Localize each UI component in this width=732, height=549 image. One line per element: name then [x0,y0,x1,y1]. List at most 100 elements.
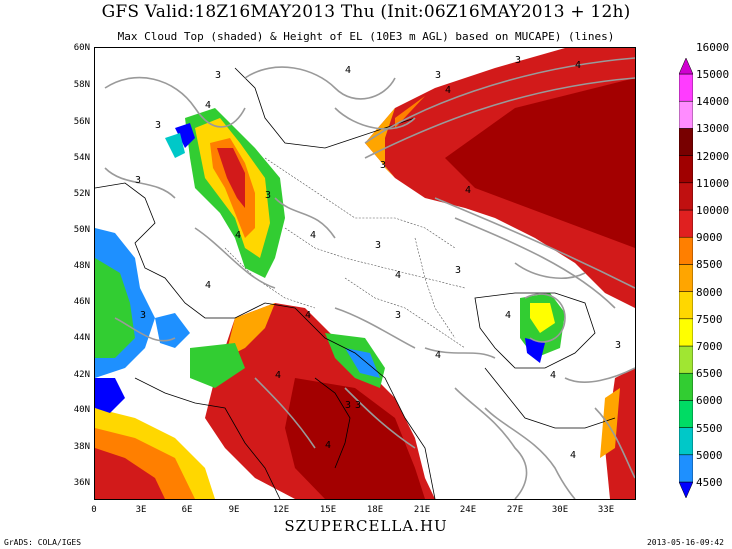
lat-label: 54N [73,153,90,163]
svg-text:3: 3 [155,120,161,131]
svg-text:3: 3 [265,190,271,201]
lon-label: 15E [319,505,337,515]
colorbar-segment [679,481,693,498]
lat-label: 44N [73,333,90,343]
svg-text:4: 4 [550,370,556,381]
lat-label: 60N [73,43,90,53]
cloud-top-core-northeast [445,78,635,248]
timestamp: 2013-05-16-09:42 [646,538,724,547]
colorbar [679,58,693,498]
svg-text:3: 3 [615,340,621,351]
svg-text:4: 4 [205,100,211,111]
colorbar-segment [679,128,693,156]
lat-label: 40N [73,405,90,415]
svg-text:4: 4 [575,60,581,71]
colorbar-segment [679,318,693,347]
lon-label: 33E [597,505,615,515]
el-labels: 343 4 34 3 43 434 343 4 34 43 4 343 443 434 [135,55,621,461]
colorbar-label: 5000 [696,448,723,462]
colorbar-label: 7500 [696,312,723,326]
svg-text:4: 4 [465,185,471,196]
colorbar-label: 14000 [696,95,730,109]
colorbar-segment [679,264,693,292]
colorbar-segment [679,236,693,265]
svg-text:4: 4 [345,65,351,76]
colorbar-segment [679,427,693,456]
lat-label: 52N [73,189,90,199]
colorbar-label: 16000 [696,40,730,54]
colorbar-segment [679,372,693,401]
svg-text:3: 3 [455,265,461,276]
colorbar-label: 7000 [696,340,723,353]
map-title: GFS Valid:18Z16MAY2013 Thu (Init:06Z16MA… [101,2,631,22]
svg-text:3: 3 [395,310,401,321]
lon-label: 12E [272,505,290,515]
lon-label: 18E [366,505,384,515]
lon-label: 6E [181,505,193,515]
lat-label: 56N [73,117,90,127]
svg-text:4: 4 [435,350,441,361]
cloud-top-edge-northeast [365,108,395,178]
svg-text:3: 3 [140,310,146,321]
lon-label: 21E [413,505,431,515]
colorbar-segment [679,454,693,483]
colorbar-label: 9000 [696,231,723,245]
colorbar-label: 15000 [696,68,730,81]
lat-label: 36N [73,478,90,488]
lat-label: 46N [73,297,90,307]
svg-text:3: 3 [345,400,351,411]
colorbar-label: 11000 [696,176,730,190]
colorbar-segment [679,155,693,184]
svg-text:4: 4 [205,280,211,291]
lon-label: 27E [506,505,524,515]
country-borders [224,157,466,349]
colorbar-label: 12000 [696,149,730,163]
colorbar-label: 5500 [696,421,723,435]
svg-text:4: 4 [325,440,331,451]
lat-label: 50N [73,225,90,235]
colorbar-segment [679,291,693,320]
lon-label: 0 [91,505,97,515]
lon-label: 3E [135,505,147,515]
colorbar-label: 4500 [696,476,723,489]
colorbar-segment [679,345,693,374]
grads-label: GrADS: COLA/IGES [4,538,82,547]
colorbar-segment [679,209,693,238]
svg-text:3: 3 [435,70,441,81]
lon-label: 30E [551,505,569,515]
lat-label: 42N [73,370,90,380]
colorbar-label: 8500 [696,258,723,272]
svg-text:4: 4 [570,450,576,461]
colorbar-segment [679,58,693,75]
svg-text:4: 4 [275,370,281,381]
lon-label: 9E [228,505,240,515]
coastlines [95,67,616,499]
colorbar-label: 10000 [696,204,730,217]
colorbar-segment [679,400,693,428]
colorbar-label: 6000 [696,394,723,408]
svg-text:4: 4 [235,230,241,241]
svg-text:3: 3 [375,240,381,251]
credit-text: SZUPERCELLA.HU [284,517,448,535]
colorbar-label: 6500 [696,367,723,381]
svg-text:3: 3 [215,70,221,81]
colorbar-segment [679,73,693,102]
colorbar-segment [679,182,693,211]
lat-label: 38N [73,442,90,452]
svg-text:4: 4 [395,270,401,281]
svg-text:3: 3 [135,175,141,186]
lat-label: 58N [73,80,90,90]
svg-text:4: 4 [305,310,311,321]
el-height-contours [104,57,635,499]
map-subtitle: Max Cloud Top (shaded) & Height of EL (1… [117,30,615,43]
lon-label: 24E [459,505,477,515]
svg-text:3: 3 [515,55,521,66]
svg-text:4: 4 [310,230,316,241]
colorbar-segment [679,100,693,129]
lat-label: 48N [73,261,90,271]
map-canvas: 343 4 34 3 43 434 343 4 34 43 4 343 443 434 [95,48,635,499]
colorbar-label: 8000 [696,285,723,299]
svg-text:4: 4 [505,310,511,321]
colorbar-label: 13000 [696,122,730,136]
